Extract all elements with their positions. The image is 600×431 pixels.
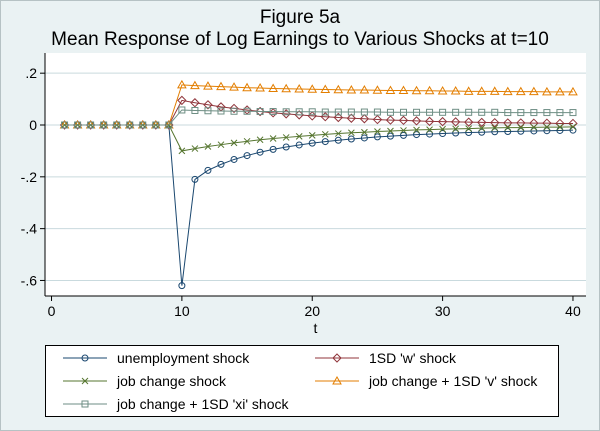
legend-entry-unemployment-shock: unemployment shock: [62, 350, 314, 366]
chart-titles: Figure 5a Mean Response of Log Earnings …: [1, 7, 599, 51]
line-x-marker-icon: [62, 374, 108, 388]
line-circle-marker-icon: [62, 351, 108, 365]
y-tick-label: -.6: [21, 272, 38, 288]
legend-label: unemployment shock: [117, 350, 250, 366]
x-tick-label: 30: [435, 303, 451, 319]
series-2: [61, 121, 577, 155]
chart-subtitle: Mean Response of Log Earnings to Various…: [51, 29, 549, 50]
legend-entry-w-shock: 1SD 'w' shock: [314, 350, 558, 366]
legend-label: 1SD 'w' shock: [369, 350, 457, 366]
line-square-marker-icon: [62, 397, 108, 411]
y-tick-label: -.2: [21, 169, 38, 185]
y-tick-label: .2: [25, 65, 37, 81]
x-axis-label: t: [314, 320, 318, 335]
legend-entry-job-change-shock: job change shock: [62, 373, 314, 389]
legend-label: job change + 1SD 'xi' shock: [117, 396, 289, 412]
line-diamond-marker-icon: [314, 351, 360, 365]
legend-entry-xi-shock: job change + 1SD 'xi' shock: [62, 396, 314, 412]
x-tick-label: 10: [174, 303, 190, 319]
legend: unemployment shock 1SD 'w' shock job cha…: [45, 345, 559, 417]
legend-label: job change + 1SD 'v' shock: [369, 373, 538, 389]
series-4: [61, 106, 577, 129]
plot-area: .2 0 -.2 -.4 -.6 0 10 20 30 40 t: [21, 53, 586, 335]
line-triangle-marker-icon: [314, 374, 360, 388]
y-tick-label: -.4: [21, 221, 38, 237]
plot-background: [45, 53, 586, 296]
legend-entry-v-shock: job change + 1SD 'v' shock: [314, 373, 558, 389]
y-tick-label: 0: [29, 117, 37, 133]
chart-title: Figure 5a: [259, 7, 341, 28]
x-tick-label: 20: [304, 303, 320, 319]
x-tick-label: 0: [48, 303, 56, 319]
legend-label: job change shock: [117, 373, 226, 389]
x-tick-label: 40: [565, 303, 581, 319]
